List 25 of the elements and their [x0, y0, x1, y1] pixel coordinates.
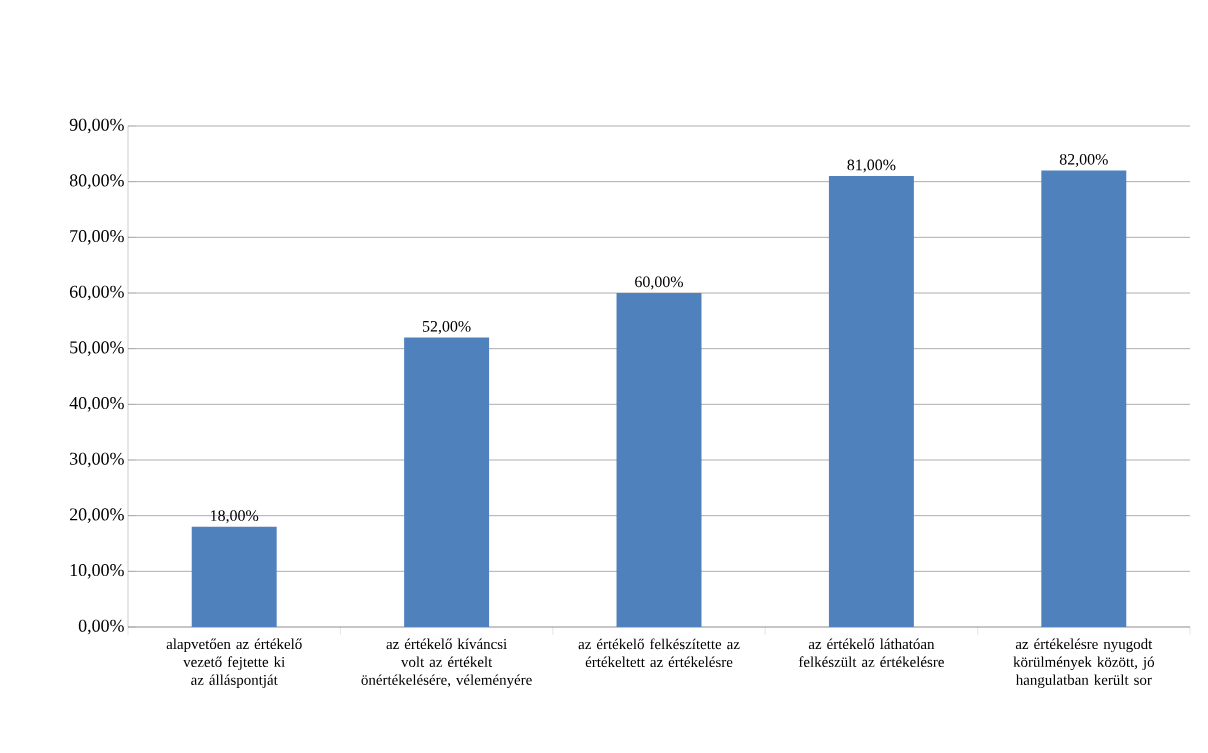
bar — [404, 337, 490, 627]
x-tick-label: az értékelő láthatóan felkészült az értékelésre — [798, 638, 944, 667]
x-tick-label: alapvetően az értékelő vezető fejtette ki az álláspontját — [166, 638, 302, 688]
data-label: 52,00% — [422, 320, 471, 335]
y-tick-label: 70,00% — [70, 230, 124, 245]
data-label: 81,00% — [847, 159, 896, 173]
y-tick-label: 50,00% — [70, 341, 124, 357]
y-tick-label: 60,00% — [69, 285, 124, 301]
y-tick-label: 0,00% — [78, 619, 124, 635]
y-tick-label: 30,00% — [70, 452, 124, 468]
bar — [828, 176, 914, 627]
data-label: 60,00% — [635, 276, 684, 290]
y-tick-label: 20,00% — [69, 508, 124, 524]
bar — [1041, 170, 1127, 627]
data-label: 82,00% — [1059, 153, 1108, 168]
bar — [191, 526, 277, 627]
x-tick-label: az értékelő kíváncsi volt az értékelt önértékelésére, véleményére — [361, 638, 532, 688]
y-tick-label: 10,00% — [70, 564, 124, 579]
bar — [616, 293, 702, 627]
data-label: 18,00% — [211, 510, 259, 524]
x-tick-label: az értékelő felkészítette az értékeltett az értékelésre — [578, 638, 740, 668]
y-tick-label: 90,00% — [69, 118, 124, 134]
x-tick-label: az értékelésre nyugodt körülmények között, jó hangulatban került sor — [1013, 638, 1155, 688]
y-tick-label: 40,00% — [69, 397, 124, 412]
y-tick-label: 80,00% — [69, 174, 124, 190]
